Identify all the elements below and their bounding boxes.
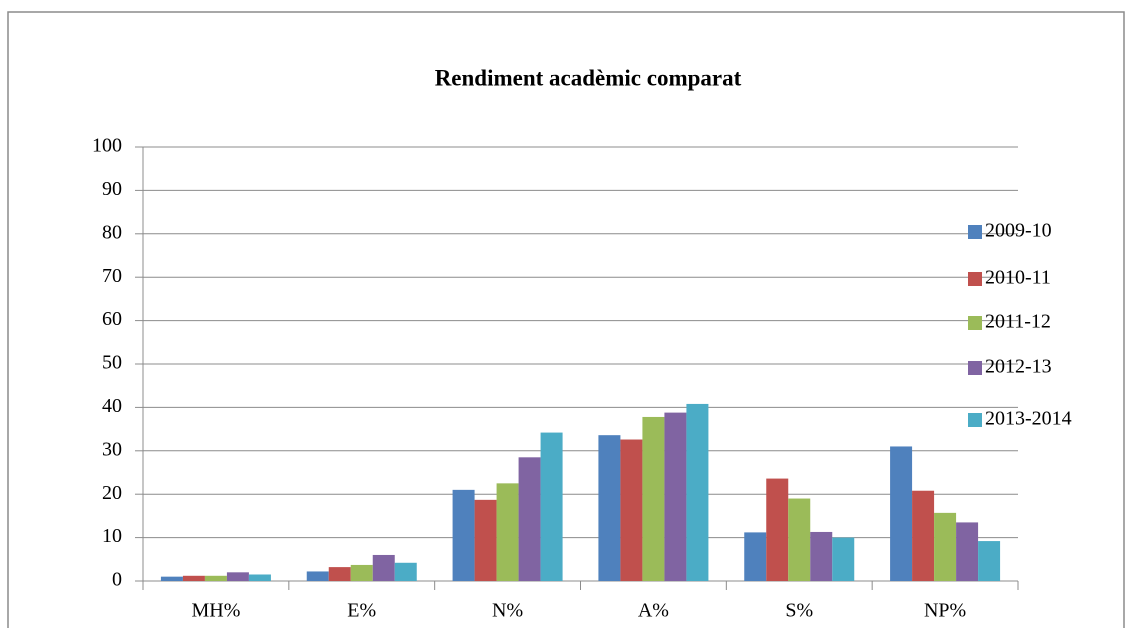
chart-frame: [7, 11, 1125, 628]
y-tick-label: 20: [102, 482, 122, 504]
y-tick-label: 80: [102, 221, 122, 243]
bar: [496, 483, 519, 581]
bar: [248, 574, 271, 581]
bar: [686, 403, 709, 581]
y-tick-label: 0: [112, 569, 122, 591]
legend-label: 2009-10: [985, 220, 1052, 242]
bar: [832, 537, 855, 581]
bar: [540, 432, 563, 581]
x-tick-label: S%: [785, 600, 813, 622]
bar: [744, 532, 767, 581]
bar: [934, 512, 957, 581]
y-tick-label: 50: [102, 352, 122, 374]
y-tick-label: 90: [102, 178, 122, 200]
bar: [766, 478, 789, 581]
bar: [306, 571, 329, 581]
y-tick-label: 10: [102, 525, 122, 547]
x-tick-label: A%: [638, 600, 669, 622]
bar: [642, 416, 665, 581]
x-tick-label: NP%: [924, 600, 966, 622]
x-tick-label: E%: [347, 600, 376, 622]
chart-title: Rendiment acadèmic comparat: [435, 65, 742, 90]
y-tick-label: 100: [92, 135, 122, 157]
bar: [810, 531, 833, 581]
bar: [788, 498, 811, 581]
bar: [182, 575, 205, 581]
x-tick-label: MH%: [191, 600, 240, 622]
legend-swatch: [968, 272, 982, 286]
bar: [328, 567, 351, 581]
bar: [598, 435, 621, 581]
bar: [394, 562, 417, 581]
bar: [978, 541, 1001, 581]
bar: [620, 439, 643, 581]
bar: [226, 572, 249, 581]
legend-label: 2012-13: [985, 356, 1052, 378]
y-tick-label: 40: [102, 395, 122, 417]
y-tick-label: 70: [102, 265, 122, 287]
bar: [912, 490, 935, 581]
bar: [204, 575, 227, 581]
bar: [350, 564, 373, 581]
bar: [518, 457, 541, 581]
legend-label: 2010-11: [985, 267, 1051, 289]
bar: [372, 554, 395, 581]
bar: [956, 522, 979, 581]
legend-swatch: [968, 316, 982, 330]
y-tick-label: 30: [102, 438, 122, 460]
legend-swatch: [968, 361, 982, 375]
bar: [474, 499, 497, 581]
y-tick-label: 60: [102, 308, 122, 330]
legend-swatch: [968, 413, 982, 427]
legend-label: 2011-12: [985, 311, 1051, 333]
bar: [160, 576, 183, 581]
legend-label: 2013-2014: [985, 408, 1072, 430]
legend-swatch: [968, 225, 982, 239]
bar: [452, 489, 475, 581]
x-tick-label: N%: [492, 600, 523, 622]
bar: [664, 412, 687, 581]
bar: [890, 446, 913, 581]
